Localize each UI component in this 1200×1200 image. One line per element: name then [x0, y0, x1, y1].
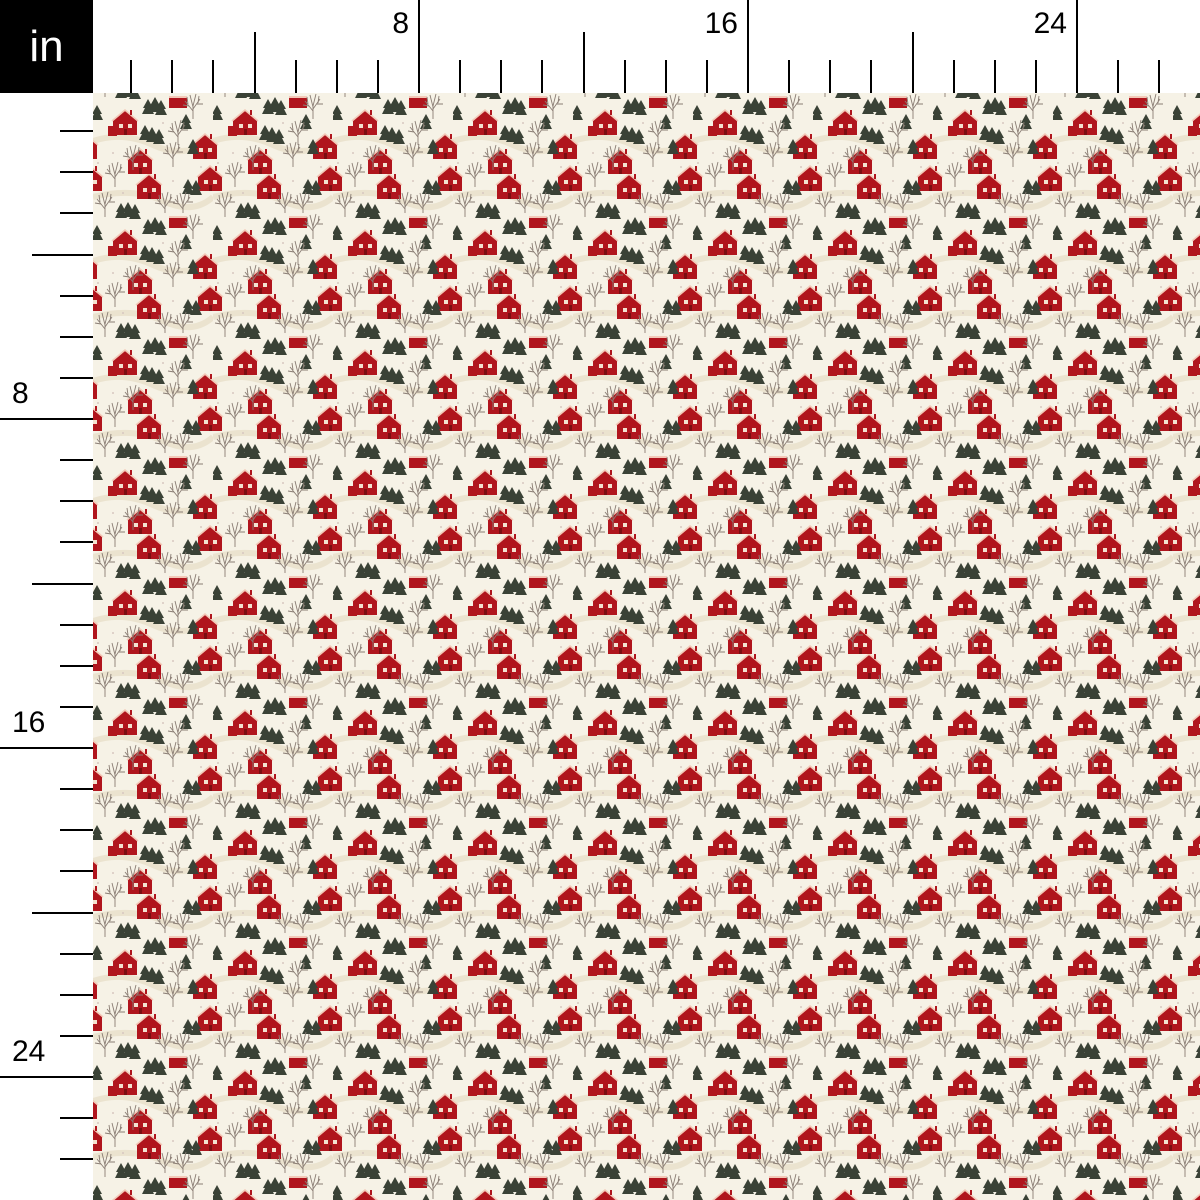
- top-ruler-tick: [952, 60, 955, 93]
- top-ruler-tick: [582, 32, 585, 93]
- left-ruler-tick: [60, 829, 93, 832]
- left-ruler-label: 16: [12, 706, 46, 739]
- top-ruler-tick: [1158, 60, 1161, 93]
- unit-label: in: [0, 0, 93, 93]
- top-ruler-tick: [870, 60, 873, 93]
- left-ruler-tick: [0, 1076, 93, 1078]
- top-ruler-tick: [376, 60, 379, 93]
- left-ruler-tick: [60, 335, 93, 338]
- left-ruler-tick: [60, 541, 93, 544]
- top-ruler-tick: [212, 60, 215, 93]
- top-ruler-tick: [294, 60, 297, 93]
- fabric-pattern-preview: [93, 93, 1200, 1200]
- top-ruler-tick: [1034, 60, 1037, 93]
- top-ruler-tick: [253, 32, 256, 93]
- left-ruler-tick: [60, 623, 93, 626]
- left-ruler-tick: [60, 993, 93, 996]
- left-ruler-tick: [60, 952, 93, 955]
- left-ruler-tick: [0, 418, 93, 420]
- left-ruler-tick: [60, 664, 93, 667]
- left-ruler-tick: [60, 294, 93, 297]
- left-ruler: 8 16 24: [0, 93, 93, 1200]
- top-ruler-tick: [459, 60, 462, 93]
- top-ruler-tick: [418, 0, 420, 93]
- top-ruler-tick: [130, 60, 133, 93]
- left-ruler-tick: [60, 130, 93, 133]
- left-ruler-tick: [60, 459, 93, 462]
- top-ruler-tick: [664, 60, 667, 93]
- left-ruler-label: 8: [12, 377, 29, 410]
- left-ruler-tick: [60, 1034, 93, 1037]
- top-ruler-tick: [993, 60, 996, 93]
- left-ruler-tick: [60, 1158, 93, 1161]
- top-ruler: 8 16 24: [93, 0, 1200, 93]
- top-ruler-tick: [911, 32, 914, 93]
- left-ruler-tick: [60, 705, 93, 708]
- top-ruler-label: 24: [1033, 7, 1067, 40]
- top-ruler-label: 16: [704, 7, 738, 40]
- top-ruler-tick: [705, 60, 708, 93]
- left-ruler-tick: [0, 747, 93, 749]
- left-ruler-tick: [60, 212, 93, 215]
- top-ruler-tick: [171, 60, 174, 93]
- left-ruler-tick: [60, 1117, 93, 1120]
- left-ruler-tick: [60, 788, 93, 791]
- left-ruler-label: 24: [12, 1035, 46, 1068]
- top-ruler-tick: [788, 60, 791, 93]
- fabric-tile-fill: [93, 93, 1200, 1200]
- top-ruler-tick: [335, 60, 338, 93]
- top-ruler-tick: [500, 60, 503, 93]
- left-ruler-tick: [60, 376, 93, 379]
- left-ruler-tick: [32, 253, 93, 256]
- left-ruler-tick: [60, 500, 93, 503]
- left-ruler-tick: [32, 582, 93, 585]
- top-ruler-tick: [1117, 60, 1120, 93]
- left-ruler-tick: [60, 870, 93, 873]
- top-ruler-tick: [623, 60, 626, 93]
- top-ruler-label: 8: [392, 7, 409, 40]
- top-ruler-tick: [1076, 0, 1078, 93]
- left-ruler-tick: [32, 911, 93, 914]
- left-ruler-tick: [60, 171, 93, 174]
- top-ruler-tick: [747, 0, 749, 93]
- top-ruler-tick: [541, 60, 544, 93]
- top-ruler-tick: [829, 60, 832, 93]
